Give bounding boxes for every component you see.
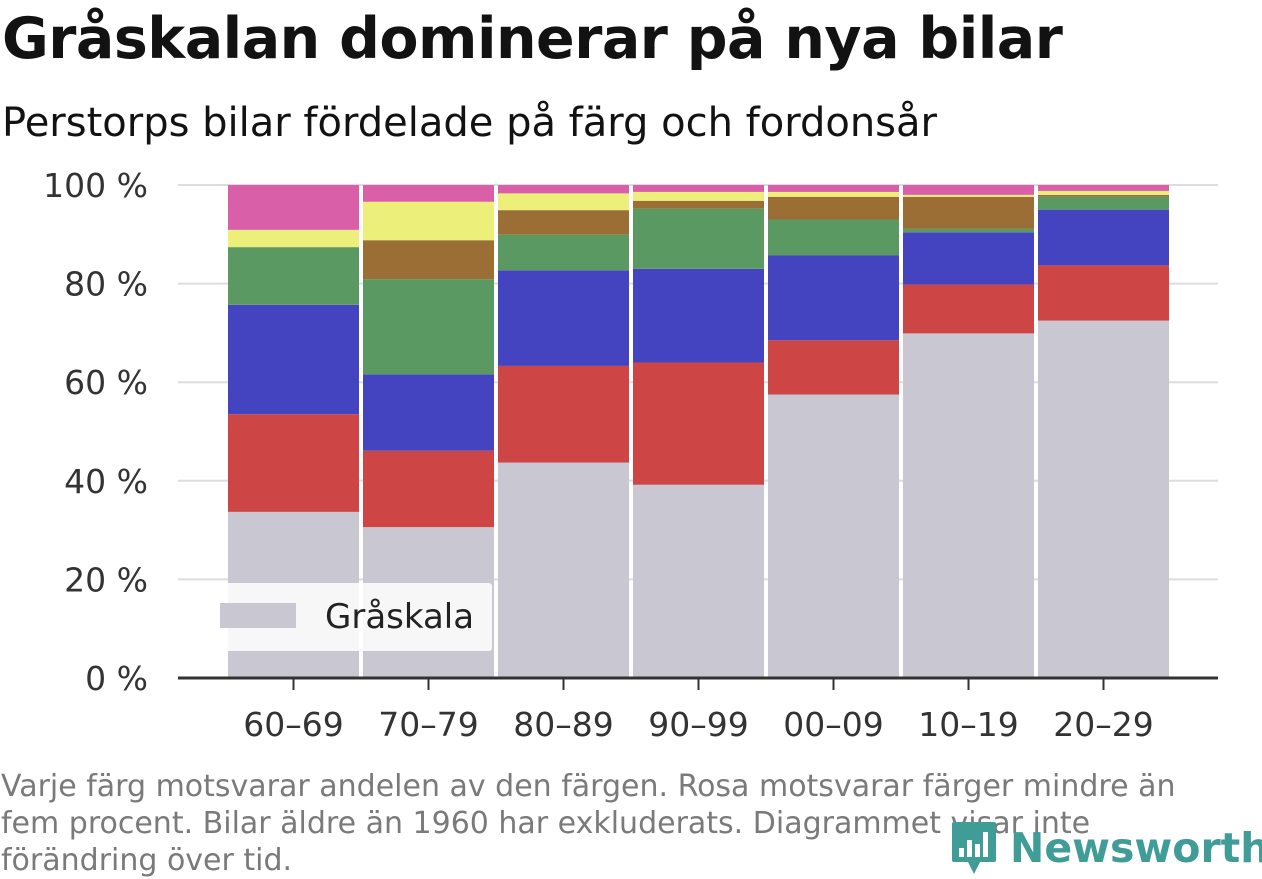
bar-segment-series-3 bbox=[633, 268, 764, 363]
bar-segment-series-2 bbox=[228, 414, 359, 512]
x-tick-label: 70–79 bbox=[378, 705, 478, 744]
bar-segment-series-7 bbox=[633, 185, 764, 192]
bar-segment-series-7 bbox=[363, 185, 494, 202]
bar-segment-series-3 bbox=[363, 374, 494, 451]
bar-segment-series-3 bbox=[228, 304, 359, 415]
x-tick-label: 80–89 bbox=[513, 705, 613, 744]
chart-footnote: Varje färg motsvarar andelen av den färg… bbox=[1, 769, 1176, 878]
bar-segment-gråskala bbox=[1038, 320, 1169, 678]
x-tick-label: 90–99 bbox=[648, 705, 748, 744]
bar-segment-series-5 bbox=[633, 200, 764, 209]
x-tick-label: 20–29 bbox=[1053, 705, 1153, 744]
legend-label-graskala: Gråskala bbox=[325, 597, 474, 637]
y-tick-label: 20 % bbox=[64, 560, 148, 599]
y-tick-label: 60 % bbox=[64, 363, 148, 402]
bar-segment-series-5 bbox=[768, 196, 899, 220]
bar-segment-series-3 bbox=[498, 270, 629, 366]
bar-segment-series-6 bbox=[363, 201, 494, 241]
bar-segment-series-2 bbox=[498, 365, 629, 463]
x-tick-label: 60–69 bbox=[243, 705, 343, 744]
bar-segment-series-5 bbox=[498, 210, 629, 235]
bar-segment-series-4 bbox=[498, 234, 629, 271]
y-tick-label: 0 % bbox=[85, 659, 148, 698]
bar-segment-series-4 bbox=[1038, 196, 1169, 210]
bar-segment-series-2 bbox=[363, 450, 494, 528]
legend-background bbox=[202, 583, 492, 651]
chart-title: Gråskalan dominerar på nya bilar bbox=[2, 6, 1063, 72]
bar-segment-series-7 bbox=[903, 185, 1034, 195]
brand-name: Newsworthy bbox=[1010, 824, 1262, 872]
bar-segment-series-4 bbox=[903, 228, 1034, 233]
bar-segment-series-6 bbox=[768, 191, 899, 197]
bar-segment-series-2 bbox=[1038, 265, 1169, 321]
bar-segment-series-6 bbox=[228, 229, 359, 248]
bar-segment-series-2 bbox=[633, 362, 764, 485]
y-tick-label: 80 % bbox=[64, 265, 148, 304]
bar-segment-series-7 bbox=[768, 185, 899, 192]
bar-segment-series-4 bbox=[633, 208, 764, 269]
newsworthy-logo-icon bbox=[952, 822, 996, 874]
bar-segment-gråskala bbox=[498, 462, 629, 678]
legend-swatch-graskala bbox=[220, 603, 296, 628]
bar-segment-series-4 bbox=[768, 219, 899, 256]
x-tick-label: 10–19 bbox=[918, 705, 1018, 744]
bar-segment-series-3 bbox=[1038, 209, 1169, 266]
bar-segment-series-2 bbox=[768, 340, 899, 395]
brand-logo-area: Newsworthy bbox=[950, 818, 1262, 878]
bar-segment-series-2 bbox=[903, 284, 1034, 334]
bar-segment-series-7 bbox=[498, 185, 629, 194]
bar-segment-series-6 bbox=[498, 193, 629, 211]
axes: 0 % 20 % 40 % 60 % 80 % 100 % 60–69 70–79 80–89 9… bbox=[43, 166, 1218, 744]
bar-segment-series-7 bbox=[1038, 185, 1169, 191]
x-tick-label: 00–09 bbox=[783, 705, 883, 744]
y-tick-label: 100 % bbox=[43, 166, 148, 205]
bar-segment-series-3 bbox=[903, 232, 1034, 285]
bar-segment-series-5 bbox=[363, 240, 494, 280]
bar-segment-series-6 bbox=[903, 194, 1034, 197]
bar-segment-gråskala bbox=[768, 394, 899, 678]
bar-segment-series-3 bbox=[768, 255, 899, 341]
bar-segment-series-4 bbox=[228, 247, 359, 305]
y-tick-label: 40 % bbox=[64, 462, 148, 501]
bar-segment-series-6 bbox=[633, 191, 764, 201]
bar-segment-series-7 bbox=[228, 185, 359, 230]
chart-subtitle: Perstorps bilar fördelade på färg och fo… bbox=[2, 100, 937, 146]
bar-segment-series-4 bbox=[363, 279, 494, 375]
bar-segment-series-5 bbox=[1038, 194, 1169, 197]
bar-segment-series-6 bbox=[1038, 190, 1169, 195]
bar-segment-series-5 bbox=[903, 196, 1034, 229]
bar-segment-gråskala bbox=[633, 484, 764, 678]
legend: Gråskala bbox=[202, 583, 492, 651]
bar-segment-gråskala bbox=[903, 333, 1034, 678]
